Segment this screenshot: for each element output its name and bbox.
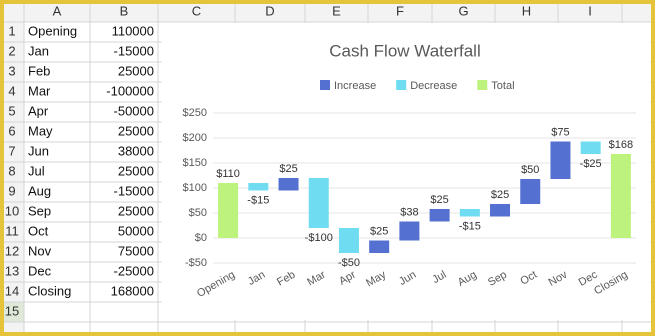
bar: [308, 178, 329, 228]
cell: 75000: [118, 243, 154, 258]
bar: [490, 204, 511, 217]
column-header: H: [522, 3, 531, 18]
bar: [610, 154, 631, 238]
cell: Feb: [28, 63, 50, 78]
selected-row-header: [0, 302, 24, 322]
legend-swatch: [320, 80, 330, 90]
cell: Mar: [28, 83, 51, 98]
cell: Jul: [28, 163, 45, 178]
cell: Dec: [28, 263, 52, 278]
row-header: 11: [5, 223, 19, 238]
cell: -15000: [114, 43, 154, 58]
data-label: $25: [430, 194, 448, 206]
bar: [550, 141, 571, 179]
cell: 168000: [111, 283, 154, 298]
row-header: 4: [8, 83, 15, 98]
data-label: $38: [400, 206, 418, 218]
legend-label: Total: [491, 80, 514, 92]
row-header: 14: [5, 283, 19, 298]
cell: 110000: [112, 23, 154, 38]
bar: [278, 178, 299, 191]
data-label: -$50: [338, 257, 360, 269]
column-header: D: [265, 3, 274, 18]
column-header: I: [588, 3, 592, 18]
column-header: A: [53, 3, 62, 18]
cell: May: [28, 123, 53, 138]
row-header: 10: [5, 203, 19, 218]
bar: [399, 221, 420, 241]
bar: [520, 179, 541, 204]
cell: 38000: [118, 143, 154, 158]
row-header: 12: [5, 243, 19, 258]
bar: [429, 209, 450, 222]
cell: Aug: [28, 183, 51, 198]
row-header: 7: [8, 143, 15, 158]
legend-swatch: [396, 80, 407, 90]
row-header: 13: [5, 263, 19, 278]
y-tick-label: $100: [183, 182, 207, 194]
cell: 25000: [118, 203, 154, 218]
row-header: 6: [8, 123, 15, 138]
cell: -100000: [106, 83, 154, 98]
data-label: $110: [216, 168, 240, 180]
bar: [459, 209, 480, 217]
cell: Opening: [28, 23, 77, 38]
column-header: C: [192, 3, 201, 18]
cell: -25000: [114, 263, 154, 278]
column-header: G: [458, 3, 468, 18]
data-label: -$100: [305, 232, 333, 244]
legend-label: Increase: [334, 80, 376, 92]
chart: Cash Flow Waterfall -$50 $0 $50 $100 $150 $20…: [162, 23, 650, 320]
data-label: $50: [521, 164, 539, 176]
bar: [338, 228, 359, 253]
bar: [369, 240, 390, 253]
data-label: $75: [551, 126, 569, 138]
cell: 25000: [118, 163, 154, 178]
y-tick-label: $0: [195, 232, 207, 244]
y-tick-label: $200: [183, 132, 207, 144]
row-header: 2: [8, 43, 15, 58]
row-header: 8: [8, 163, 15, 178]
cell: Sep: [28, 203, 51, 218]
bar: [580, 141, 601, 154]
column-header: B: [120, 3, 129, 18]
row-header: 5: [8, 103, 15, 118]
cell: 25000: [118, 63, 154, 78]
cell: Closing: [28, 283, 71, 298]
cell: Jun: [28, 143, 49, 158]
cell: Nov: [28, 243, 52, 258]
y-tick-label: $150: [183, 157, 207, 169]
data-label: -$15: [459, 220, 481, 232]
cell: Jan: [28, 43, 49, 58]
chart-title: Cash Flow Waterfall: [329, 41, 480, 60]
bar: [218, 183, 239, 238]
y-tick-label: $250: [183, 107, 207, 119]
row-header: 15: [5, 303, 19, 318]
y-tick-label: $50: [189, 207, 207, 219]
column-header: F: [396, 3, 404, 18]
legend-label: Decrease: [410, 80, 457, 92]
bar: [248, 183, 269, 191]
cell: -50000: [114, 103, 154, 118]
cell: -15000: [114, 183, 154, 198]
data-label: $25: [491, 189, 509, 201]
y-tick-label: -$50: [185, 257, 207, 269]
data-label: -$15: [247, 194, 269, 206]
data-label: $168: [609, 139, 633, 151]
row-header: 3: [8, 63, 15, 78]
data-label: $25: [279, 163, 297, 175]
cell: Oct: [28, 223, 49, 238]
cell: 25000: [118, 123, 154, 138]
data-label: -$25: [580, 158, 602, 170]
column-header: E: [332, 3, 341, 18]
legend-swatch: [477, 80, 488, 90]
data-label: $25: [370, 225, 388, 237]
column-header-bar: [0, 2, 655, 22]
cell: Apr: [28, 103, 49, 118]
row-header: 1: [8, 23, 15, 38]
cell: 50000: [118, 223, 154, 238]
row-header: 9: [8, 183, 15, 198]
